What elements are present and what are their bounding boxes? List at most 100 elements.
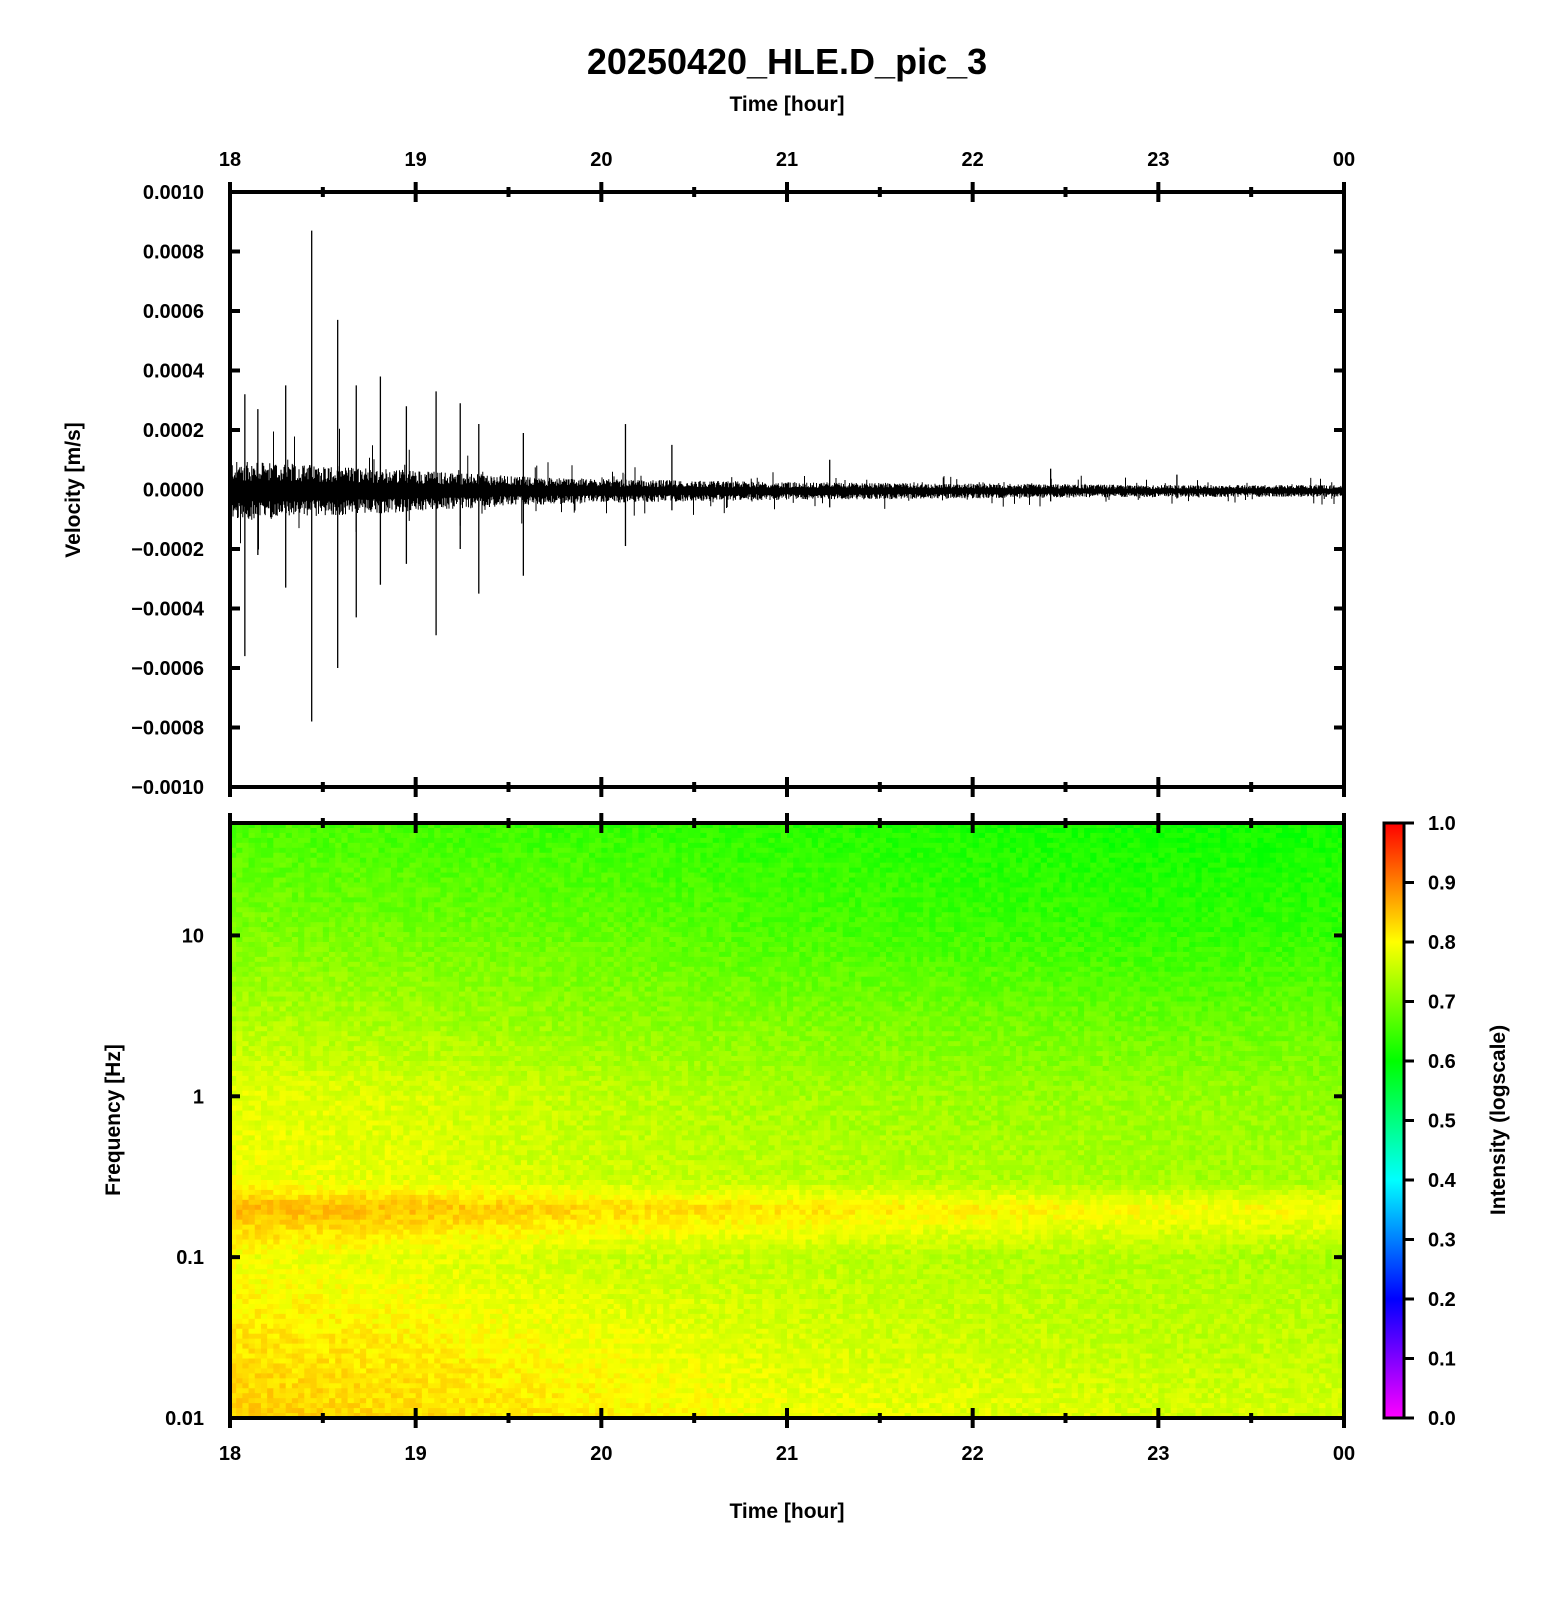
spectrogram-cell xyxy=(509,848,516,854)
spectrogram-cell xyxy=(898,917,905,923)
spectrogram-cell xyxy=(942,833,949,839)
spectrogram-cell xyxy=(1226,853,1233,859)
spectrogram-cell xyxy=(1165,907,1172,913)
spectrogram-cell xyxy=(787,892,794,898)
spectrogram-cell xyxy=(583,883,590,889)
spectrogram-cell xyxy=(292,912,299,918)
spectrogram-cell xyxy=(1059,868,1066,874)
spectrogram-cell xyxy=(1090,912,1097,918)
spectrogram-cell xyxy=(366,892,373,898)
spectrogram-cell xyxy=(471,922,478,928)
spectrogram-cell xyxy=(1103,863,1110,869)
spectrogram-cell xyxy=(775,863,782,869)
spectrogram-cell xyxy=(997,917,1004,923)
spectrogram-cell xyxy=(1208,897,1215,903)
spectrogram-cell xyxy=(589,887,596,893)
spectrogram-cell xyxy=(1276,937,1283,943)
spectrogram-cell xyxy=(310,858,317,864)
spectrogram-cell xyxy=(837,942,844,948)
spectrogram-cell xyxy=(255,883,262,889)
spectrogram-cell xyxy=(1090,902,1097,908)
spectrogram-cell xyxy=(292,873,299,879)
spectrogram-cell xyxy=(911,927,918,933)
spectrogram-cell xyxy=(1208,868,1215,874)
spectrogram-cell xyxy=(1319,927,1326,933)
spectrogram-cell xyxy=(1195,942,1202,948)
spectrogram-cell xyxy=(570,942,577,948)
spectrogram-cell xyxy=(1103,947,1110,953)
spectrogram-cell xyxy=(440,873,447,879)
spectrogram-cell xyxy=(1096,897,1103,903)
spectrogram-cell xyxy=(329,873,336,879)
spectrogram-cell xyxy=(502,858,509,864)
spectrogram-cell xyxy=(360,863,367,869)
spectrogram-cell xyxy=(1059,843,1066,849)
spectrogram-cell xyxy=(298,897,305,903)
spectrogram-cell xyxy=(1301,838,1308,844)
spectrogram-cell xyxy=(1090,853,1097,859)
spectrogram-cell xyxy=(286,907,293,913)
spectrogram-cell xyxy=(515,927,522,933)
spectrogram-cell xyxy=(509,907,516,913)
spectrogram-cell xyxy=(533,927,540,933)
spectrogram-cell xyxy=(979,863,986,869)
spectrogram-cell xyxy=(614,912,621,918)
spectrogram-cell xyxy=(1195,863,1202,869)
spectrogram-cell xyxy=(614,922,621,928)
spectrogram-cell xyxy=(614,942,621,948)
spectrogram-cell xyxy=(335,858,342,864)
spectrogram-cell xyxy=(694,848,701,854)
spectrogram-cell xyxy=(812,927,819,933)
spectrogram-cell xyxy=(1022,927,1029,933)
spectrogram-cell xyxy=(1177,887,1184,893)
spectrogram-cell xyxy=(1332,853,1339,859)
spectrogram-cell xyxy=(1208,878,1215,884)
spectrogram-cell xyxy=(1319,902,1326,908)
spectrogram-cell xyxy=(731,838,738,844)
spectrogram-cell xyxy=(1028,848,1035,854)
spectrogram-cell xyxy=(861,952,868,958)
spectrogram-cell xyxy=(1084,883,1091,889)
spectrogram-cell xyxy=(564,828,571,834)
spectrogram-cell xyxy=(434,848,441,854)
spectrogram-cell xyxy=(905,942,912,948)
spectrogram-cell xyxy=(700,912,707,918)
spectrogram-cell xyxy=(403,833,410,839)
spectrogram-cell xyxy=(911,878,918,884)
spectrogram-cell xyxy=(1282,952,1289,958)
spectrogram-cell xyxy=(793,932,800,938)
spectrogram-cell xyxy=(1307,917,1314,923)
spectrogram-cell xyxy=(471,833,478,839)
spectrogram-cell xyxy=(509,922,516,928)
spectrogram-cell xyxy=(917,863,924,869)
spectrogram-cell xyxy=(1288,952,1295,958)
spectrogram-cell xyxy=(806,937,813,943)
spectrogram-cell xyxy=(453,833,460,839)
spectrogram-cell xyxy=(1319,917,1326,923)
spectrogram-cell xyxy=(1140,942,1147,948)
spectrogram-cell xyxy=(577,947,584,953)
spectrogram-cell xyxy=(1016,912,1023,918)
spectrogram-cell xyxy=(756,858,763,864)
spectrogram-cell xyxy=(911,922,918,928)
spectrogram-cell xyxy=(583,947,590,953)
spectrogram-cell xyxy=(731,833,738,839)
spectrogram-cell xyxy=(502,942,509,948)
spectrogram-cell xyxy=(558,942,565,948)
spectrogram-cell xyxy=(806,917,813,923)
spectrogram-cell xyxy=(496,932,503,938)
spectrogram-cell xyxy=(855,843,862,849)
spectrogram-cell xyxy=(1214,912,1221,918)
spectrogram-cell xyxy=(1177,833,1184,839)
spectrogram-cell xyxy=(546,858,553,864)
spectrogram-cell xyxy=(422,892,429,898)
spectrogram-cell xyxy=(267,912,274,918)
spectrogram-cell xyxy=(236,838,243,844)
spectrogram-cell xyxy=(638,838,645,844)
spectrogram-cell xyxy=(471,907,478,913)
spectrogram-cell xyxy=(911,838,918,844)
spectrogram-cell xyxy=(688,848,695,854)
spectrogram-cell xyxy=(923,828,930,834)
spectrogram-cell xyxy=(632,912,639,918)
spectrogram-cell xyxy=(335,828,342,834)
